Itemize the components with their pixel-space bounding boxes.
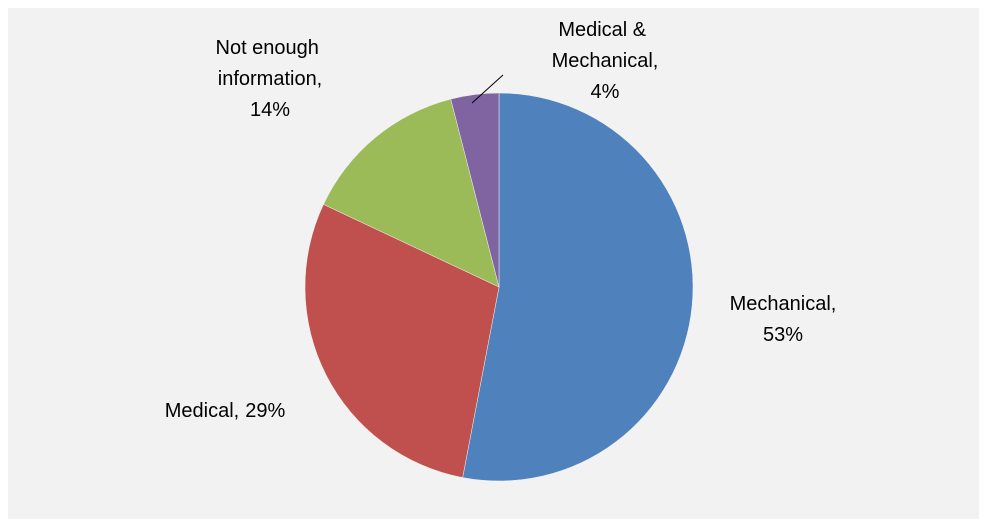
value-label: 4% bbox=[591, 81, 620, 103]
data-label: Mechanical, 53% bbox=[730, 293, 837, 346]
category-label: Medical, bbox=[165, 400, 239, 422]
label-line: Mechanical, bbox=[552, 50, 659, 72]
label-line: Medical & bbox=[558, 19, 651, 41]
value-label: 14% bbox=[250, 99, 290, 121]
label-line: Mechanical, bbox=[730, 293, 837, 315]
label-line: information, bbox=[218, 68, 323, 90]
leader-line bbox=[471, 74, 504, 104]
label-line: Not enough bbox=[216, 37, 325, 59]
category-label: Mechanical, bbox=[730, 293, 837, 315]
pie-slice bbox=[462, 92, 694, 482]
category-label: Not enough information, bbox=[216, 37, 325, 90]
label-line: Medical, bbox=[165, 400, 239, 422]
category-label: Medical & Mechanical, bbox=[552, 19, 659, 72]
pie-slice bbox=[450, 92, 500, 288]
value-label: 29% bbox=[245, 400, 285, 422]
pie-slice bbox=[323, 98, 500, 288]
pie-slice bbox=[304, 204, 500, 478]
data-label: Medical, 29% bbox=[165, 400, 286, 422]
data-label: Not enough information, 14% bbox=[216, 37, 325, 121]
data-label: Medical & Mechanical, 4% bbox=[552, 19, 659, 103]
value-label: 53% bbox=[763, 324, 803, 346]
